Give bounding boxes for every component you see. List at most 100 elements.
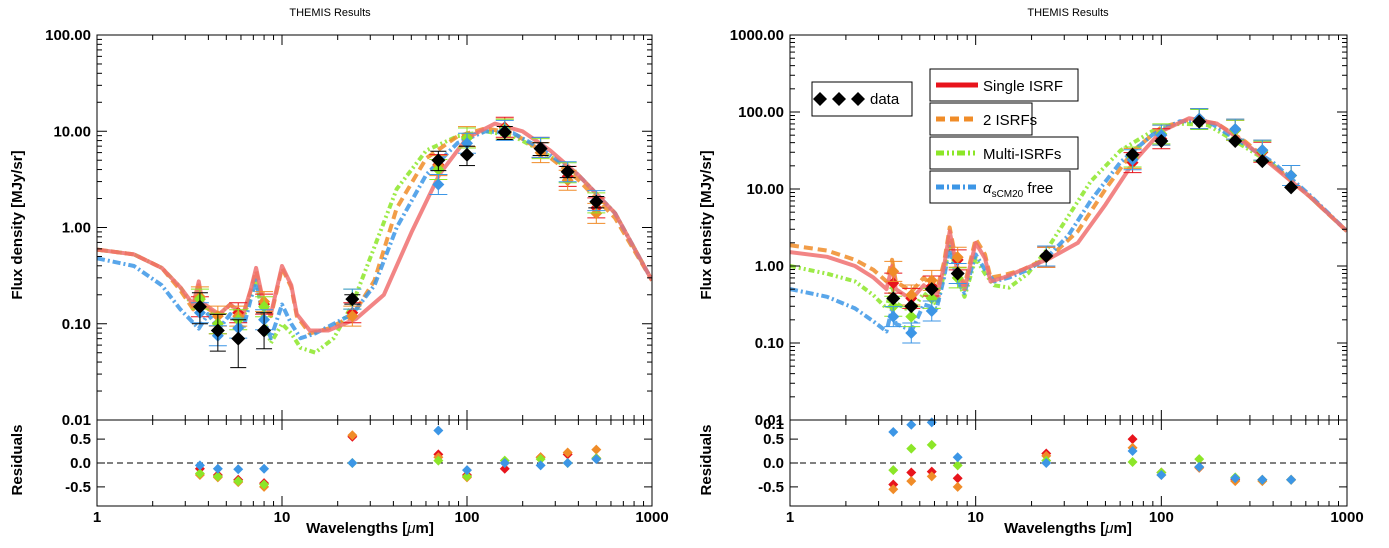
model-point-alpha-free <box>432 178 445 191</box>
residual-point-alpha-free <box>535 460 546 471</box>
data-point <box>460 147 474 162</box>
residual-point-multi-isrfs <box>926 439 937 450</box>
residual-tick-label: 0.0 <box>70 455 91 472</box>
x-tick-label: 1 <box>786 509 794 526</box>
model-point-2-isrfs <box>887 265 900 278</box>
y-tick-label: 0.10 <box>755 335 784 352</box>
data-point <box>1039 248 1054 263</box>
y-tick-label: 1.00 <box>755 258 784 275</box>
data-point <box>904 299 919 314</box>
residual-point-2-isrfs <box>347 430 358 441</box>
residual-point-alpha-free <box>433 425 444 436</box>
data-point <box>1192 114 1207 129</box>
data-point <box>192 299 207 314</box>
residual-point-2-isrfs <box>562 447 573 458</box>
x-tick-label: 1 <box>93 509 101 526</box>
model-curve-2-isrfs <box>790 117 1347 293</box>
data-point <box>210 323 225 338</box>
data-point <box>431 153 446 168</box>
model-curve-single-isrf <box>97 121 652 333</box>
residual-point-2-isrfs <box>952 481 963 492</box>
right-xlabel-prefix: Wavelengths [ <box>1004 520 1105 537</box>
right-xlabel-suffix: m] <box>1114 520 1132 537</box>
legend-two-label: 2 ISRFs <box>983 112 1037 129</box>
residual-point-alpha-free <box>347 458 358 468</box>
residual-point-multi-isrfs <box>194 468 205 479</box>
residual-point-alpha-free <box>1156 469 1167 480</box>
residual-tick-label: -0.5 <box>65 479 91 496</box>
data-point <box>1284 180 1299 195</box>
data-point <box>1154 134 1169 149</box>
x-tick-label: 10 <box>967 509 984 526</box>
data-point <box>886 291 901 306</box>
data-point <box>924 282 939 297</box>
residual-point-alpha-free <box>259 463 270 474</box>
data-point <box>1228 134 1243 149</box>
legend-single-box <box>929 68 1079 102</box>
residual-point-alpha-free <box>1286 474 1297 485</box>
model-point-alpha-free <box>1256 144 1269 157</box>
residual-point-alpha-free <box>462 465 472 476</box>
residual-point-alpha-free <box>499 458 510 468</box>
residual-point-alpha-free <box>1230 473 1241 484</box>
data-point <box>497 125 512 140</box>
model-point-multi-isrfs <box>905 310 918 323</box>
residual-point-alpha-free <box>1257 474 1268 485</box>
chart-marks: 0.01 0.10 1.00 10.00 100.00 1 10 100 1000 0.5 0.0 -… <box>45 27 1364 526</box>
right-title: THEMIS Results <box>1027 7 1109 19</box>
data-point <box>560 164 575 179</box>
residual-point-multi-isrfs <box>462 471 472 482</box>
model-point-alpha-free <box>1229 123 1242 136</box>
residual-point-alpha-free <box>888 426 899 437</box>
residual-point-2-isrfs <box>906 476 917 487</box>
right-xlabel: Wavelengths [μm] <box>1004 520 1132 537</box>
residual-point-multi-isrfs <box>1127 457 1138 468</box>
model-point-alpha-free <box>905 326 918 339</box>
main-plot-frame <box>96 34 653 421</box>
model-curve-alpha-free <box>97 129 652 341</box>
residual-point-2-isrfs <box>888 484 899 495</box>
legend-multi-box <box>929 136 1079 170</box>
data-point <box>257 323 272 338</box>
legend-data-label: data <box>870 91 900 108</box>
residual-point-alpha-free <box>591 454 602 465</box>
right-ylabel: Flux density [MJy/sr] <box>698 150 715 299</box>
residual-point-alpha-free <box>906 419 917 430</box>
y-tick-label: 0.01 <box>755 412 784 429</box>
left-xlabel-mu: μ <box>406 520 415 537</box>
x-tick-label: 1000 <box>635 509 668 526</box>
model-point-single-isrf <box>887 277 900 290</box>
residual-point-multi-isrfs <box>535 454 546 465</box>
y-tick-label: 1.00 <box>62 220 91 237</box>
residual-tick-label: 0.5 <box>763 431 784 448</box>
residual-tick-label: 0.1 <box>763 416 784 433</box>
residual-point-multi-isrfs <box>952 460 963 471</box>
legend-data-marker-1 <box>813 92 827 106</box>
residual-point-multi-isrfs <box>212 471 223 482</box>
data-point <box>345 292 360 307</box>
legend-data-marker-2 <box>832 92 846 106</box>
residual-point-2-isrfs <box>591 444 602 455</box>
residual-point-multi-isrfs <box>906 443 917 454</box>
y-tick-label: 0.10 <box>62 316 91 333</box>
model-point-alpha-free <box>1285 169 1298 182</box>
residual-point-multi-isrfs <box>259 479 270 490</box>
residual-point-single-isrf <box>906 467 917 478</box>
left-title: THEMIS Results <box>289 7 371 19</box>
right-xlabel-mu: μ <box>1104 520 1113 537</box>
legend: data Single ISRF 2 ISRFs Multi-ISRFs αsC… <box>811 68 1079 204</box>
legend-data-marker-3 <box>851 92 865 106</box>
residual-tick-label: -0.5 <box>758 479 784 496</box>
left-xlabel-suffix: m] <box>416 520 434 537</box>
legend-multi-label: Multi-ISRFs <box>983 146 1061 163</box>
data-point <box>231 331 246 346</box>
y-tick-label: 100.00 <box>738 104 784 121</box>
right-residual-label: Residuals <box>698 425 715 496</box>
y-tick-label: 10.00 <box>746 181 784 198</box>
x-tick-label: 100 <box>1149 509 1174 526</box>
left-xlabel-prefix: Wavelengths [ <box>306 520 407 537</box>
data-point <box>589 194 604 209</box>
y-tick-label: 1000.00 <box>730 27 784 44</box>
